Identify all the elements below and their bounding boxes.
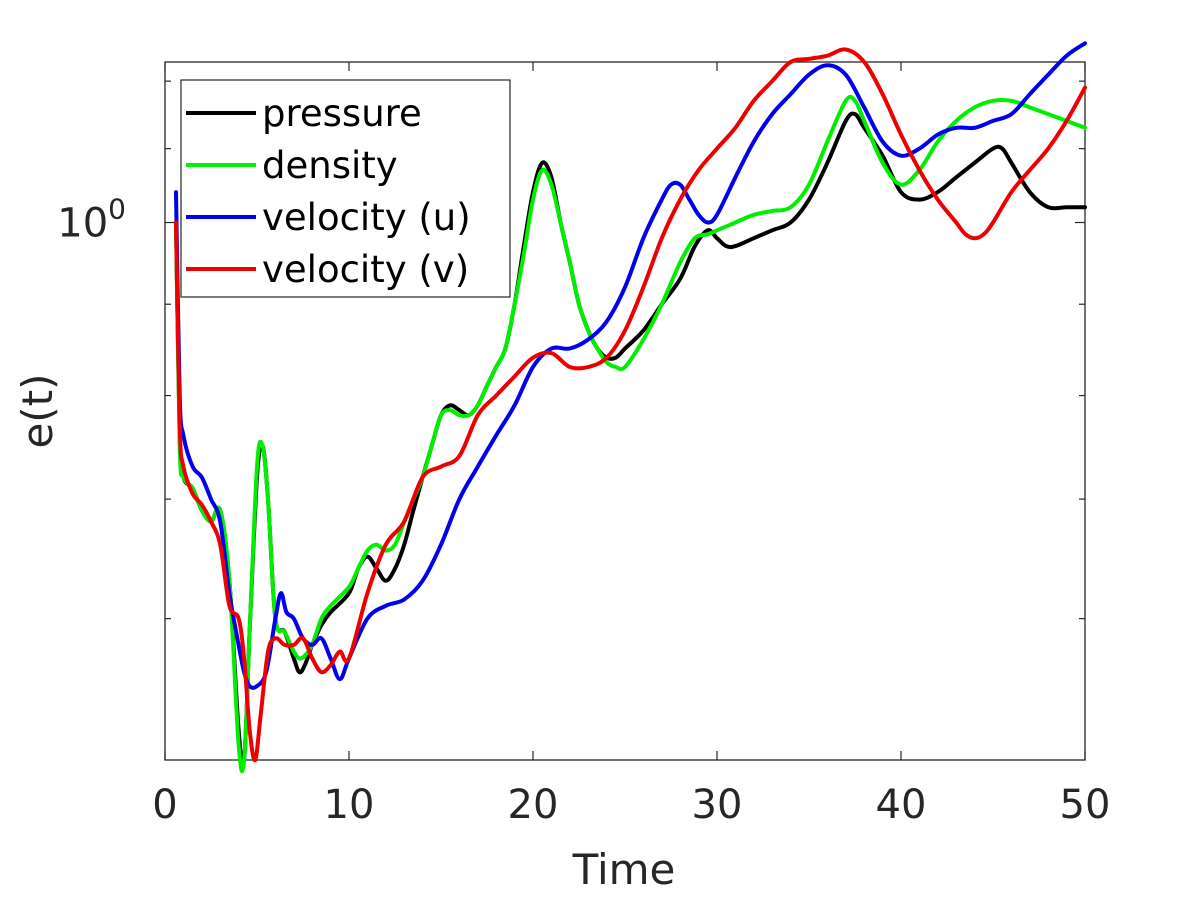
y-axis-title: e(t) bbox=[13, 373, 62, 448]
legend-label-velocity-u: velocity (u) bbox=[262, 196, 471, 239]
legend: pressure density velocity (u) velocity (… bbox=[180, 79, 511, 298]
x-tick-label: 20 bbox=[508, 782, 559, 828]
legend-box bbox=[180, 79, 511, 298]
legend-label-density: density bbox=[262, 144, 398, 187]
legend-label-pressure: pressure bbox=[262, 92, 422, 135]
x-tick-label: 30 bbox=[692, 782, 743, 828]
plot-area-frame bbox=[164, 61, 1086, 761]
series-line-velocity-v bbox=[174, 47, 1087, 763]
legend-label-velocity-v: velocity (v) bbox=[262, 248, 469, 291]
x-tick-label: 50 bbox=[1060, 782, 1111, 828]
x-ticks-group: 0 10 20 30 40 50 bbox=[152, 62, 1110, 828]
y-ticks-group bbox=[165, 80, 1085, 620]
x-tick-label: 40 bbox=[876, 782, 927, 828]
x-tick-label: 0 bbox=[152, 782, 177, 828]
series-group bbox=[174, 41, 1087, 774]
x-tick-label: 10 bbox=[324, 782, 375, 828]
y-tick-label: 100 bbox=[57, 193, 126, 247]
series-line-velocity-u bbox=[174, 41, 1087, 690]
series-line-density bbox=[174, 94, 1087, 774]
x-axis-title: Time bbox=[572, 845, 676, 894]
